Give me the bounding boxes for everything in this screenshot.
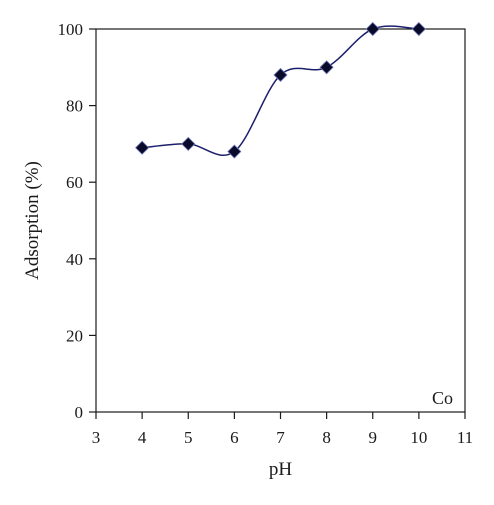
plot-frame <box>95 28 466 413</box>
data-point-marker <box>319 60 334 75</box>
x-tick-label: 8 <box>322 428 331 447</box>
y-tick-label: 0 <box>75 403 84 422</box>
axes <box>95 28 466 413</box>
labels: pH Adsorption (%) Co <box>22 161 453 480</box>
x-tick-label: 11 <box>457 428 473 447</box>
x-tick-label: 4 <box>138 428 147 447</box>
data-point-marker <box>135 140 150 155</box>
data-point-marker <box>181 136 196 151</box>
x-tick-label: 5 <box>184 428 193 447</box>
x-tick-label: 10 <box>410 428 427 447</box>
y-tick-label: 40 <box>66 250 83 269</box>
x-tick-label: 3 <box>92 428 101 447</box>
x-axis-label: pH <box>269 459 293 480</box>
x-tick-label: 7 <box>276 428 285 447</box>
data-point-marker <box>365 21 380 37</box>
data-point-marker <box>227 144 242 159</box>
y-tick-label: 20 <box>66 326 83 345</box>
data-point-marker <box>273 67 288 83</box>
series-line <box>142 25 419 157</box>
data-point-marker <box>411 21 426 37</box>
y-tick-label: 80 <box>66 97 83 116</box>
x-tick-label: 9 <box>369 428 378 447</box>
y-tick-label: 100 <box>58 20 84 39</box>
y-tick-label: 60 <box>66 173 83 192</box>
ticks: 3 4 5 6 7 8 9 10 11 0 20 40 60 80 100 <box>58 20 474 447</box>
y-axis-label: Adsorption (%) <box>22 161 43 280</box>
series <box>135 21 426 159</box>
x-tick-label: 6 <box>230 428 239 447</box>
annotation-label: Co <box>432 388 453 408</box>
